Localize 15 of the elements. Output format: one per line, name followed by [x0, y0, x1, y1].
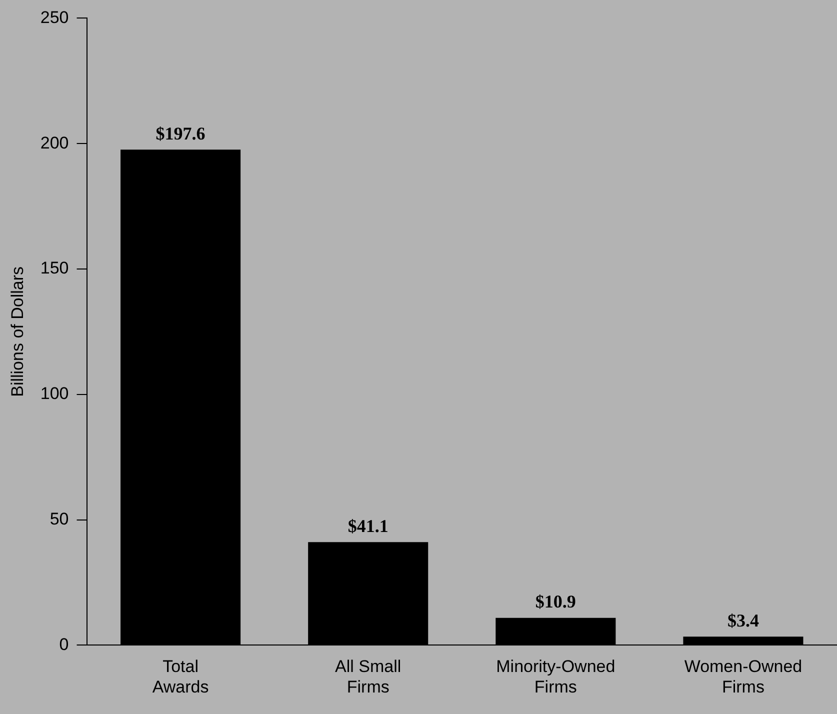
y-tick-label: 150 [40, 258, 69, 278]
x-tick-label: All Small Firms [335, 657, 402, 696]
data-label: $3.4 [727, 610, 759, 630]
x-tick-label: Total Awards [152, 657, 209, 696]
data-label: $197.6 [156, 123, 206, 144]
y-tick-label: 100 [40, 384, 69, 404]
data-label: $41.1 [348, 516, 388, 536]
data-label: $10.9 [535, 592, 576, 612]
x-tick-label: Minority-Owned Firms [496, 657, 616, 696]
y-tick-label: 250 [40, 8, 69, 27]
y-axis-title: Billions of Dollars [8, 266, 27, 397]
y-tick-label: 0 [59, 634, 69, 654]
y-tick-label: 200 [40, 133, 69, 152]
x-tick-label: Women-Owned Firms [684, 657, 802, 696]
y-tick-label: 50 [50, 509, 69, 528]
